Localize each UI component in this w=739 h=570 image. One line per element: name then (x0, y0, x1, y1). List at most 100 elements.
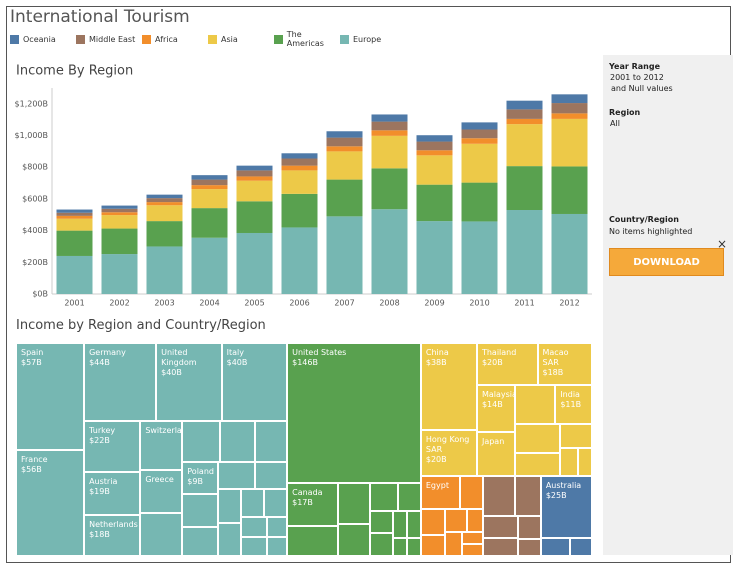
cell-label: Macao SAR (542, 348, 569, 367)
treemap-cell: France $56B (16, 450, 85, 556)
bar-segment (191, 208, 228, 238)
bar-segment (56, 218, 93, 231)
bar-segment (281, 227, 318, 294)
bar-segment (101, 215, 138, 229)
bar-segment (146, 198, 183, 203)
treemap-cell: Spain $57B (16, 343, 85, 451)
treemap-cell (182, 527, 218, 556)
bar-segment (236, 170, 273, 177)
y-tick-label: $200B (22, 258, 48, 267)
treemap-cell (182, 421, 221, 462)
y-tick-label: $400B (22, 226, 48, 235)
treemap-cell: Thailand $20B (476, 343, 538, 386)
bar-segment (371, 168, 408, 210)
bar-segment (551, 166, 588, 214)
filter-label: Year Range (609, 62, 661, 71)
bar-segment (191, 175, 228, 180)
cell-value: $9B (187, 476, 203, 486)
y-tick-label: $1,000B (15, 131, 48, 140)
bar-segment (506, 100, 543, 110)
close-button[interactable]: × (717, 237, 728, 251)
cell-value: $17B (292, 498, 313, 508)
legend-item: Middle East (76, 30, 142, 48)
treemap-cell (220, 421, 256, 462)
cell-value: $11B (560, 400, 582, 410)
treemap-cell (515, 423, 560, 453)
bar-segment (416, 221, 453, 294)
x-tick-label: 2008 (379, 299, 399, 308)
x-tick-label: 2002 (109, 299, 129, 308)
cell-label: Netherlands (89, 519, 138, 529)
treemap-cell: United Kingdom $40B (156, 343, 222, 422)
legend-label: Oceania (23, 34, 56, 44)
treemap-cell (217, 461, 255, 490)
treemap-cell (445, 532, 462, 556)
treemap-cell (287, 525, 339, 556)
bar-segment (416, 184, 453, 222)
cell-label: Poland (187, 466, 214, 476)
cell-value: $18B (89, 529, 110, 539)
bar-segment (461, 138, 498, 144)
cell-label: Spain (21, 348, 44, 357)
treemap-cell (254, 461, 288, 490)
treemap-cell (445, 508, 467, 533)
cell-label: Australia (545, 480, 582, 490)
treemap-cell (338, 483, 370, 524)
bar-segment (416, 150, 453, 156)
bar-segment (461, 143, 498, 183)
download-button[interactable]: DOWNLOAD (609, 248, 724, 276)
bar-segment (191, 189, 228, 209)
bar-segment (371, 130, 408, 136)
bar-segment (236, 176, 273, 181)
treemap-cell: Hong Kong SAR $20B (420, 429, 477, 476)
bar-segment (236, 232, 273, 294)
cell-value: $40B (226, 358, 248, 367)
cell-label: Austria (89, 476, 118, 486)
bar-segment (506, 210, 543, 294)
treemap-cell (267, 517, 288, 537)
bar-segment (236, 201, 273, 233)
bar-segment (101, 228, 138, 255)
cell-label: Japan (481, 437, 505, 447)
cell-label: India (560, 390, 580, 400)
treemap-cell (466, 508, 484, 533)
bar-segment (551, 113, 588, 119)
treemap-cell (518, 538, 541, 556)
legend-item: Oceania (10, 30, 76, 48)
cell-value: $25B (545, 490, 567, 500)
treemap-cell (406, 537, 421, 556)
treemap: Spain $57B France $56B Germany $44B United Kin… (16, 343, 592, 556)
treemap-cell: Austria $19B (84, 471, 141, 515)
treemap-cell (240, 489, 264, 518)
treemap-cell (240, 536, 268, 556)
bar-segment (146, 205, 183, 222)
bar-segment (191, 237, 228, 294)
bar-segment (146, 221, 183, 247)
treemap-cell (397, 483, 421, 511)
bar-segment (326, 146, 363, 152)
x-tick-label: 2012 (559, 299, 579, 308)
treemap-cell: Netherlands $18B (84, 514, 141, 556)
cell-value: $38B (425, 358, 447, 367)
cell-label: France (21, 455, 48, 465)
x-tick-label: 2003 (154, 299, 174, 308)
x-tick-label: 2011 (514, 299, 534, 308)
bar-chart: Income By Region $0B $200B $400B $600B $800B… (15, 64, 592, 308)
y-tick-label: $600B (22, 194, 48, 203)
cell-label: Hong Kong SAR (425, 434, 470, 454)
cell-value: $40B (161, 368, 182, 377)
bar-segment (146, 246, 183, 294)
treemap-cell: United States $146B (287, 343, 421, 484)
bar-segment (56, 212, 93, 216)
cell-label: Germany (89, 348, 126, 357)
legend-label: Asia (221, 34, 238, 44)
cell-label: United Kingdom (161, 348, 197, 367)
bar-segment (461, 122, 498, 130)
cell-label: Canada (292, 488, 323, 498)
bar-segment (371, 209, 408, 294)
legend-swatch (142, 34, 151, 44)
cell-value: $56B (21, 465, 42, 475)
cell-label: Turkey (89, 426, 116, 436)
treemap-cell: Greece (140, 470, 183, 514)
cell-label: China (425, 348, 449, 357)
